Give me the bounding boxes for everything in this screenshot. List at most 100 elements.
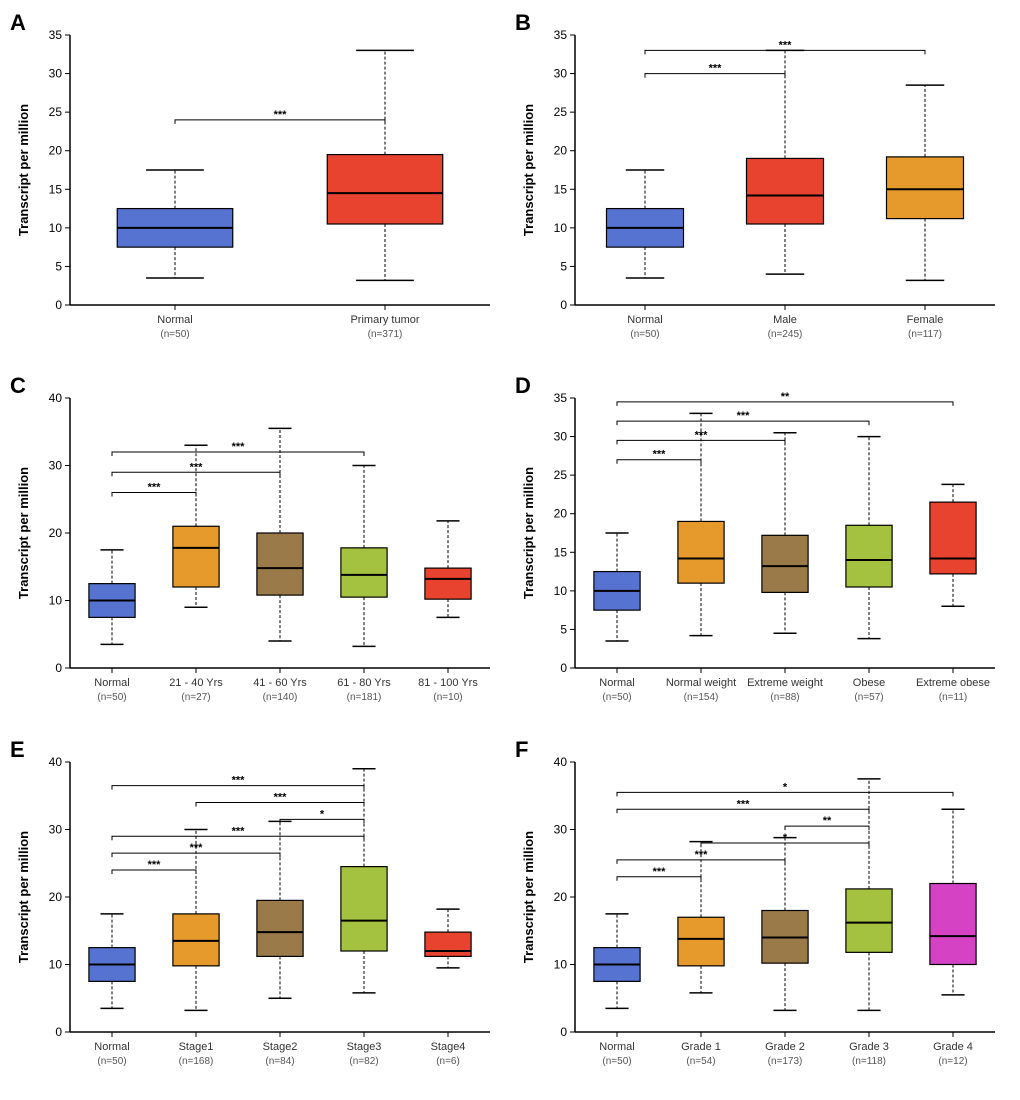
svg-text:(n=50): (n=50) <box>602 1056 631 1067</box>
svg-text:Grade 2: Grade 2 <box>765 1041 805 1053</box>
box <box>257 533 303 595</box>
svg-text:(n=54): (n=54) <box>686 1056 715 1067</box>
svg-text:20: 20 <box>554 507 568 521</box>
svg-text:(n=168): (n=168) <box>179 1056 214 1067</box>
svg-text:Female: Female <box>907 314 944 326</box>
box <box>425 568 471 599</box>
svg-text:35: 35 <box>554 28 568 42</box>
svg-text:(n=50): (n=50) <box>160 329 189 340</box>
svg-text:Normal: Normal <box>94 1041 129 1053</box>
svg-text:***: *** <box>274 109 288 121</box>
svg-text:(n=245): (n=245) <box>768 329 803 340</box>
panel-B: B05101520253035Transcript per millionNor… <box>515 10 1010 363</box>
svg-text:Male: Male <box>773 314 797 326</box>
boxplot-chart: 05101520253035Transcript per millionNorm… <box>515 373 1010 723</box>
svg-text:30: 30 <box>554 822 568 836</box>
svg-text:0: 0 <box>560 661 567 675</box>
boxplot-chart: 010203040Transcript per millionNormal(n=… <box>10 737 505 1087</box>
svg-text:20: 20 <box>49 890 63 904</box>
svg-text:15: 15 <box>554 182 568 196</box>
panel-D: D05101520253035Transcript per millionNor… <box>515 373 1010 726</box>
box <box>846 526 892 588</box>
svg-text:(n=118): (n=118) <box>852 1056 886 1067</box>
svg-text:(n=57): (n=57) <box>854 692 883 703</box>
svg-text:Extreme obese: Extreme obese <box>916 677 990 689</box>
svg-text:20: 20 <box>49 144 63 158</box>
svg-text:41 - 60 Yrs: 41 - 60 Yrs <box>253 677 307 689</box>
svg-text:(n=173): (n=173) <box>768 1056 803 1067</box>
svg-text:0: 0 <box>560 298 567 312</box>
svg-text:10: 10 <box>554 221 568 235</box>
svg-text:81 - 100 Yrs: 81 - 100 Yrs <box>418 677 478 689</box>
svg-text:30: 30 <box>49 822 63 836</box>
svg-text:5: 5 <box>560 259 567 273</box>
svg-text:Stage2: Stage2 <box>263 1041 298 1053</box>
svg-text:Normal weight: Normal weight <box>666 677 736 689</box>
svg-text:10: 10 <box>49 957 63 971</box>
svg-text:10: 10 <box>554 584 568 598</box>
panel-A: A05101520253035Transcript per millionNor… <box>10 10 505 363</box>
svg-text:***: *** <box>737 410 751 422</box>
svg-text:(n=84): (n=84) <box>265 1056 294 1067</box>
svg-text:(n=181): (n=181) <box>347 692 382 703</box>
svg-text:(n=27): (n=27) <box>181 692 210 703</box>
svg-text:Stage1: Stage1 <box>179 1041 214 1053</box>
svg-text:***: *** <box>148 859 162 871</box>
panel-label: F <box>515 737 528 763</box>
svg-text:(n=50): (n=50) <box>630 329 659 340</box>
svg-text:5: 5 <box>560 623 567 637</box>
svg-text:Transcript per million: Transcript per million <box>16 467 31 599</box>
svg-text:***: *** <box>148 482 162 494</box>
svg-text:(n=11): (n=11) <box>939 692 967 703</box>
svg-text:Transcript per million: Transcript per million <box>521 104 536 236</box>
box <box>425 932 471 956</box>
box <box>678 917 724 966</box>
panel-C: C010203040Transcript per millionNormal(n… <box>10 373 505 726</box>
box <box>930 502 976 574</box>
svg-text:***: *** <box>190 462 204 474</box>
svg-text:(n=88): (n=88) <box>770 692 799 703</box>
svg-text:**: ** <box>781 391 790 403</box>
svg-text:10: 10 <box>554 957 568 971</box>
svg-text:Extreme weight: Extreme weight <box>747 677 823 689</box>
svg-text:Stage3: Stage3 <box>347 1041 382 1053</box>
box <box>173 914 219 966</box>
box <box>930 883 976 964</box>
svg-text:***: *** <box>695 849 709 861</box>
svg-text:***: *** <box>737 798 751 810</box>
box <box>846 889 892 952</box>
svg-text:Normal: Normal <box>94 677 129 689</box>
box <box>747 158 824 224</box>
box <box>173 527 219 588</box>
svg-text:30: 30 <box>49 459 63 473</box>
svg-text:Transcript per million: Transcript per million <box>521 831 536 963</box>
svg-text:15: 15 <box>49 182 63 196</box>
svg-text:10: 10 <box>49 221 63 235</box>
svg-text:40: 40 <box>49 391 63 405</box>
svg-text:Transcript per million: Transcript per million <box>521 467 536 599</box>
svg-text:40: 40 <box>49 755 63 769</box>
svg-text:*: * <box>783 781 788 793</box>
svg-text:***: *** <box>274 791 288 803</box>
svg-text:25: 25 <box>554 105 568 119</box>
svg-text:*: * <box>783 832 788 844</box>
box <box>341 866 387 950</box>
svg-text:***: *** <box>653 449 667 461</box>
svg-text:40: 40 <box>554 755 568 769</box>
svg-text:***: *** <box>653 865 667 877</box>
svg-text:Grade 4: Grade 4 <box>933 1041 973 1053</box>
svg-text:(n=154): (n=154) <box>684 692 719 703</box>
svg-text:Transcript per million: Transcript per million <box>16 831 31 963</box>
boxplot-chart: 010203040Transcript per millionNormal(n=… <box>10 373 505 723</box>
svg-text:***: *** <box>232 825 246 837</box>
svg-text:30: 30 <box>49 67 63 81</box>
svg-text:35: 35 <box>49 28 63 42</box>
box <box>678 522 724 584</box>
svg-text:***: *** <box>779 39 793 51</box>
box <box>887 157 964 219</box>
svg-text:(n=6): (n=6) <box>436 1056 460 1067</box>
svg-text:(n=50): (n=50) <box>97 1056 126 1067</box>
svg-text:Normal: Normal <box>599 1041 634 1053</box>
svg-text:(n=371): (n=371) <box>368 329 403 340</box>
svg-text:25: 25 <box>554 468 568 482</box>
